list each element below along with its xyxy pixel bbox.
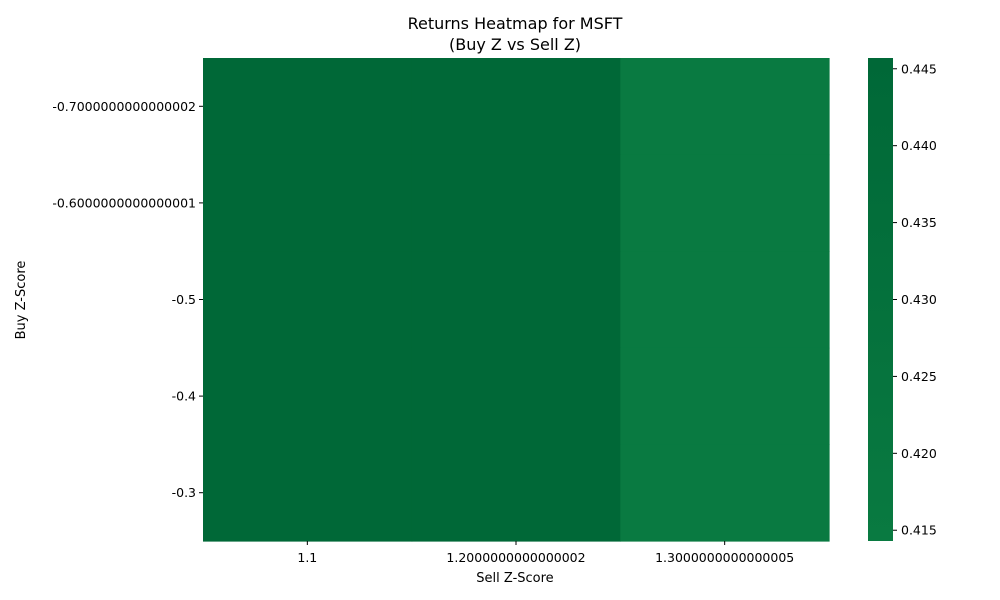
- y-axis-ticks: -0.7000000000000002 -0.6000000000000001 -0…: [52, 99, 203, 500]
- x-tick-label: 1.1: [297, 550, 317, 565]
- heatmap-cell: [620, 444, 830, 542]
- colorbar-tick-label: 0.425: [901, 369, 937, 384]
- heatmap-cell: [411, 347, 621, 445]
- heatmap-cell: [411, 444, 621, 542]
- heatmap-cell: [203, 444, 413, 542]
- y-tick-label: -0.5: [172, 292, 196, 307]
- heatmap-cell: [620, 251, 830, 349]
- colorbar-tick-label: 0.415: [901, 523, 937, 538]
- colorbar-gradient: [868, 58, 893, 541]
- colorbar-tick-label: 0.435: [901, 215, 937, 230]
- y-tick-label: -0.7000000000000002: [52, 99, 196, 114]
- x-tick-label: 1.2000000000000002: [446, 550, 585, 565]
- colorbar: 0.415 0.420 0.425 0.430 0.435 0.440 0.445: [868, 58, 937, 541]
- x-axis-ticks: 1.1 1.2000000000000002 1.3000000000000005: [297, 541, 794, 565]
- colorbar-tick-label: 0.420: [901, 446, 937, 461]
- heatmap-cell: [620, 347, 830, 445]
- chart-title: Returns Heatmap for MSFT: [408, 14, 623, 33]
- x-tick-label: 1.3000000000000005: [655, 550, 794, 565]
- y-tick-label: -0.3: [172, 485, 196, 500]
- x-axis-label: Sell Z-Score: [476, 571, 553, 586]
- y-axis-label: Buy Z-Score: [14, 261, 29, 340]
- y-tick-label: -0.6000000000000001: [52, 195, 196, 210]
- heatmap-cell: [203, 154, 413, 252]
- heatmap-cells: [203, 58, 830, 542]
- y-tick-label: -0.4: [172, 389, 196, 404]
- heatmap-cell: [203, 58, 413, 156]
- chart-subtitle: (Buy Z vs Sell Z): [449, 35, 581, 54]
- heatmap-cell: [411, 251, 621, 349]
- colorbar-tick-label: 0.430: [901, 292, 937, 307]
- heatmap-cell: [203, 347, 413, 445]
- colorbar-ticks: 0.415 0.420 0.425 0.430 0.435 0.440 0.445: [893, 61, 937, 538]
- heatmap-cell: [203, 251, 413, 349]
- heatmap-cell: [411, 154, 621, 252]
- heatmap-cell: [411, 58, 621, 156]
- heatmap-cell: [620, 154, 830, 252]
- heatmap-cell: [620, 58, 830, 156]
- colorbar-tick-label: 0.445: [901, 61, 937, 76]
- colorbar-tick-label: 0.440: [901, 138, 937, 153]
